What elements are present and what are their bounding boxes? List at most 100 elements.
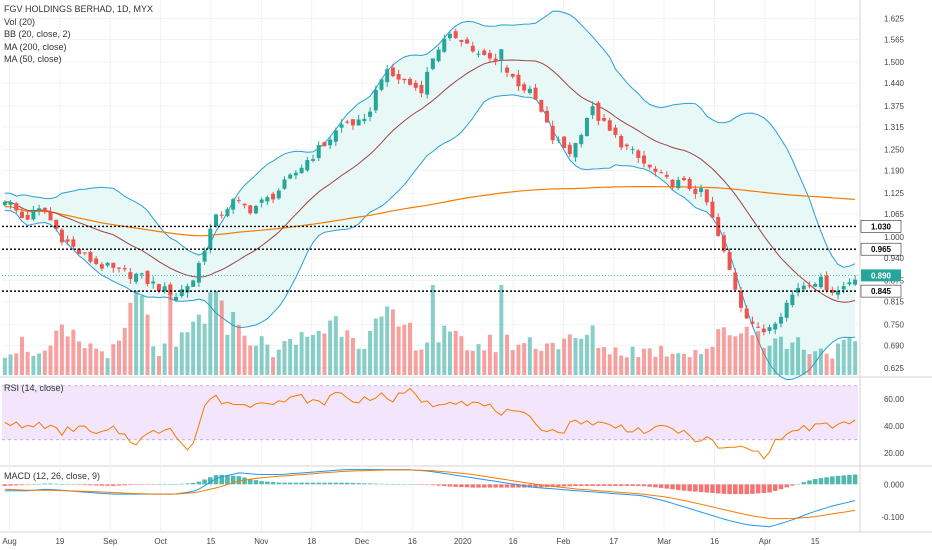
macd-histogram-bar: [219, 474, 224, 485]
volume-bar: [739, 333, 744, 375]
macd-histogram-bar: [636, 484, 641, 486]
rsi-tick-label: 60.00: [884, 395, 905, 404]
x-tick-label: 16: [509, 537, 518, 546]
macd-histogram-bar: [653, 484, 658, 488]
macd-histogram-bar: [419, 484, 424, 485]
candle-body: [396, 74, 401, 80]
candle-body: [82, 252, 87, 254]
macd-histogram-bar: [670, 484, 675, 490]
macd-histogram-bar: [704, 484, 710, 493]
volume-bar: [219, 300, 224, 375]
macd-histogram-bar: [784, 484, 789, 488]
volume-bar: [796, 337, 801, 375]
candle-body: [619, 136, 624, 148]
macd-histogram-bar: [185, 483, 190, 485]
candle-body: [459, 39, 464, 42]
macd-histogram-bar: [276, 482, 282, 485]
macd-histogram-bar: [196, 481, 202, 485]
rsi-zone: [2, 385, 858, 440]
candle-body: [408, 78, 413, 85]
volume-bar: [345, 330, 350, 375]
macd-histogram-bar: [384, 483, 390, 485]
volume-bar: [162, 343, 167, 375]
macd-histogram-bar: [470, 484, 476, 488]
candle-body: [116, 267, 121, 269]
price-tick-label: 1.500: [884, 58, 905, 67]
volume-bar: [676, 353, 681, 375]
rsi-tick-label: 20.00: [884, 449, 905, 458]
rsi-pane-label[interactable]: RSI (14, close): [4, 383, 64, 393]
volume-bar: [299, 332, 304, 375]
macd-histogram-bar: [721, 484, 727, 494]
macd-histogram-bar: [578, 484, 584, 486]
volume-bar: [847, 337, 852, 375]
candle-body: [65, 239, 70, 242]
volume-bar: [288, 338, 293, 375]
price-tick-label: 1.065: [884, 210, 905, 219]
candle-body: [128, 272, 133, 279]
macd-histogram-bar: [179, 483, 185, 485]
price-tick-label: 0.690: [884, 341, 905, 350]
candle-body: [796, 287, 801, 293]
legend-ma50[interactable]: MA (50, close): [4, 54, 62, 64]
macd-histogram-bar: [236, 476, 242, 485]
volume-bar: [413, 350, 418, 375]
volume-bar: [807, 354, 812, 375]
legend-ma200[interactable]: MA (200, close): [4, 41, 67, 52]
macd-histogram-bar: [316, 482, 322, 485]
legend-bollinger[interactable]: BB (20, close, 2): [4, 29, 71, 39]
macd-histogram-bar: [464, 484, 470, 488]
macd-histogram-bar: [173, 484, 179, 485]
macd-histogram-bar: [367, 483, 373, 485]
macd-histogram-bar: [225, 475, 230, 485]
price-tick-label: 0.815: [884, 298, 905, 307]
volume-bar: [208, 292, 213, 375]
candle-body: [48, 211, 53, 221]
macd-histogram-bar: [795, 483, 801, 485]
candle-body: [293, 172, 298, 176]
candle-body: [242, 203, 247, 206]
candle-body: [368, 111, 373, 117]
candle-body: [8, 202, 13, 205]
macd-histogram-bar: [630, 484, 635, 486]
volume-bar: [231, 312, 236, 375]
macd-histogram-bar: [818, 478, 824, 485]
volume-bar: [487, 334, 492, 375]
candle-body: [470, 45, 475, 52]
x-tick-label: 16: [408, 537, 417, 546]
macd-histogram-bar: [122, 484, 127, 486]
price-tick-label: 1.625: [884, 14, 905, 23]
volume-bar: [813, 351, 818, 375]
volume-bar: [761, 347, 766, 375]
x-tick-label: Nov: [254, 537, 268, 546]
candle-body: [453, 31, 458, 39]
macd-histogram-bar: [333, 482, 339, 485]
volume-bar: [419, 349, 424, 375]
legend-symbol[interactable]: FGV HOLDINGS BERHAD, 1D, MYX: [4, 4, 154, 14]
level-label-box: [860, 242, 902, 256]
level-label-box: [860, 284, 902, 298]
candle-body: [533, 87, 538, 100]
macd-histogram-bar: [790, 484, 795, 486]
volume-bar: [590, 325, 595, 375]
macd-histogram-bar: [327, 482, 333, 485]
volume-bar: [191, 321, 196, 375]
candle-body: [624, 144, 629, 147]
candle-body: [784, 302, 789, 318]
candle-body: [322, 142, 327, 147]
macd-histogram-bar: [693, 484, 698, 492]
price-tick-label: 1.190: [884, 167, 905, 176]
legend-volume[interactable]: Vol (20): [4, 16, 36, 27]
macd-histogram-bar: [2, 484, 8, 486]
candle-body: [54, 219, 59, 229]
macd-histogram-bar: [116, 484, 122, 486]
bollinger-band-fill: [4, 11, 856, 380]
macd-histogram-bar: [727, 484, 732, 495]
price-tick-label: 0.625: [884, 364, 905, 373]
macd-histogram-bar: [305, 482, 310, 485]
macd-pane-label[interactable]: MACD (12, 26, close, 9): [4, 471, 101, 481]
volume-bar: [647, 348, 652, 375]
macd-histogram-bar: [538, 484, 544, 488]
volume-bar: [37, 353, 42, 375]
